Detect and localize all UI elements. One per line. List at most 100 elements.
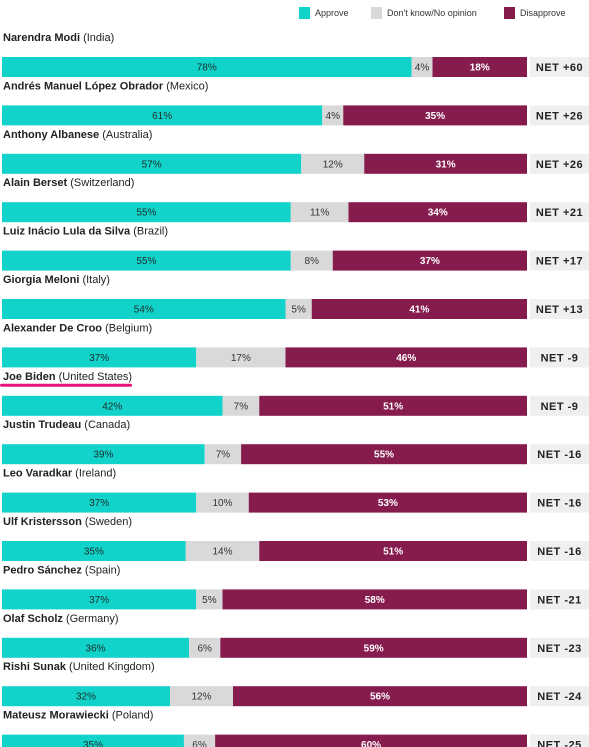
row-0-bar-disapprove — [432, 57, 527, 77]
row-12-bar-approve — [2, 637, 190, 658]
row-2-leader-name: Anthony Albanese — [3, 129, 99, 141]
row-3-net-label: NET +21 — [536, 207, 583, 219]
row-1-net-label: NET +26 — [536, 110, 583, 122]
row-14-bar-disapprove — [215, 734, 527, 747]
row-7-bar-dontknow — [222, 395, 260, 416]
row-2-net-bg — [530, 153, 589, 174]
row-7-highlight-underline — [0, 383, 132, 387]
row-6-leader-country: (Belgium) — [102, 322, 152, 334]
row-10-net-bg — [530, 541, 589, 561]
row-7-bar-approve — [2, 395, 223, 416]
row-2-label-disapprove: 31% — [436, 159, 456, 170]
row-0-bar-dontknow — [411, 57, 433, 77]
row-7-label-disapprove: 51% — [383, 401, 403, 412]
row-12-leader-country: (Germany) — [63, 613, 119, 625]
row-14-label-disapprove: 60% — [361, 740, 381, 747]
row-8-leader-country: (Canada) — [81, 419, 130, 431]
row-5-bar-disapprove — [311, 299, 527, 319]
row-14-net-label: NET -25 — [537, 740, 581, 747]
row-14-bar-approve — [2, 734, 184, 747]
row-9-net-label: NET -16 — [537, 498, 581, 510]
row-2-leader-label: Anthony Albanese (Australia) — [3, 129, 152, 141]
row-4-label-approve: 55% — [136, 256, 156, 267]
row-9-leader-label: Leo Varadkar (Ireland) — [3, 468, 116, 480]
row-4-leader-label: Luiz Inácio Lula da Silva (Brazil) — [3, 226, 168, 238]
row-13-label-dontknow: 12% — [191, 692, 211, 703]
row-4-leader-country: (Brazil) — [130, 226, 168, 238]
row-6-bar-dontknow — [196, 347, 286, 368]
row-10-net-label: NET -16 — [537, 546, 581, 558]
row-11-net-bg — [530, 589, 589, 610]
row-6-bar-disapprove — [285, 347, 527, 368]
row-8-bar-disapprove — [241, 444, 527, 465]
row-1-label-dontknow: 4% — [326, 111, 341, 122]
row-1-leader-name: Andrés Manuel López Obrador — [3, 80, 164, 92]
row-10-bar-approve — [2, 541, 186, 561]
row-1-leader-country: (Mexico) — [163, 80, 208, 92]
row-4-bar-dontknow — [290, 250, 333, 271]
legend-disapprove-label: Disapprove — [520, 8, 566, 18]
row-5-bar-approve — [2, 299, 286, 319]
legend-disapprove-swatch — [504, 7, 515, 19]
row-3-bar-approve — [2, 202, 291, 223]
row-1-net-bg — [530, 105, 589, 126]
row-12-leader-label: Olaf Scholz (Germany) — [3, 613, 119, 625]
row-12-net-label: NET -23 — [537, 643, 581, 655]
row-14-leader-label: Mateusz Morawiecki (Poland) — [3, 710, 153, 722]
row-12-bar-disapprove — [220, 637, 527, 658]
row-14-leader-name: Mateusz Morawiecki — [3, 710, 109, 722]
row-13-bar-disapprove — [233, 686, 527, 707]
row-7-bar-disapprove — [259, 395, 527, 416]
row-9-label-approve: 37% — [89, 498, 109, 509]
row-12-net-bg — [530, 637, 589, 658]
row-6-label-disapprove: 46% — [396, 353, 416, 364]
legend-approve-swatch — [299, 7, 310, 19]
row-4-net-bg — [530, 250, 589, 271]
legend-approve-label: Approve — [315, 8, 349, 18]
row-11-label-disapprove: 58% — [365, 595, 385, 606]
row-8-label-dontknow: 7% — [216, 450, 231, 461]
legend-dontknow-label: Don't know/No opinion — [387, 8, 477, 18]
row-5-label-dontknow: 5% — [291, 305, 306, 316]
row-9-net-bg — [530, 492, 589, 513]
row-9-bar-disapprove — [248, 492, 527, 513]
row-9-label-dontknow: 10% — [212, 498, 232, 509]
row-0-leader-name: Narendra Modi — [3, 32, 80, 44]
row-13-net-label: NET -24 — [537, 691, 582, 703]
row-10-label-approve: 35% — [84, 547, 104, 558]
row-7-net-bg — [530, 395, 589, 416]
row-1-leader-label: Andrés Manuel López Obrador (Mexico) — [3, 80, 208, 92]
row-11-bar-approve — [2, 589, 197, 610]
row-7-leader-country: (United States) — [56, 371, 132, 383]
row-9-label-disapprove: 53% — [378, 498, 398, 509]
row-10-bar-dontknow — [185, 541, 260, 561]
row-7-label-dontknow: 7% — [234, 401, 249, 412]
row-6-label-approve: 37% — [89, 353, 109, 364]
row-3-leader-name: Alain Berset — [3, 177, 68, 189]
row-8-label-approve: 39% — [93, 450, 113, 461]
row-8-net-bg — [530, 444, 589, 465]
row-3-label-dontknow: 11% — [310, 208, 329, 219]
row-10-label-dontknow: 14% — [212, 547, 232, 558]
row-14-net-bg — [530, 734, 589, 747]
row-7-net-label: NET -9 — [541, 401, 579, 413]
row-0-label-dontknow: 4% — [415, 63, 430, 74]
row-13-leader-name: Rishi Sunak — [3, 661, 67, 673]
row-4-bar-disapprove — [332, 250, 527, 271]
row-12-bar-dontknow — [189, 637, 221, 658]
row-2-leader-country: (Australia) — [99, 129, 152, 141]
row-0-net-label: NET +60 — [536, 62, 583, 74]
row-5-net-label: NET +13 — [536, 304, 583, 316]
row-12-label-disapprove: 59% — [364, 643, 384, 654]
row-13-label-disapprove: 56% — [370, 692, 390, 703]
row-14-label-dontknow: 6% — [192, 740, 207, 747]
row-14-label-approve: 35% — [83, 740, 103, 747]
row-13-bar-dontknow — [170, 686, 233, 707]
row-1-label-disapprove: 35% — [425, 111, 445, 122]
row-13-net-bg — [530, 686, 589, 707]
row-13-leader-label: Rishi Sunak (United Kingdom) — [3, 661, 155, 673]
row-7-leader-name: Joe Biden — [3, 371, 56, 383]
row-11-net-label: NET -21 — [537, 594, 581, 606]
row-1-label-approve: 61% — [152, 111, 172, 122]
